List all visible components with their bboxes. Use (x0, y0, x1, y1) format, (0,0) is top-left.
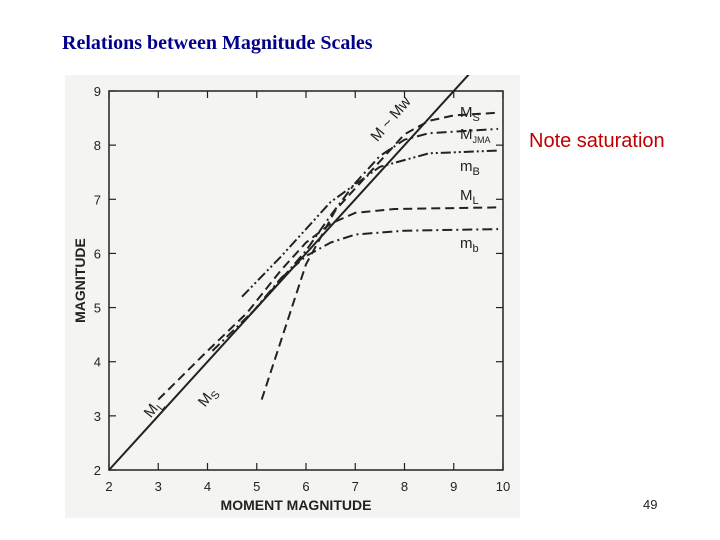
label-ms-lower: MS (195, 384, 223, 412)
note-saturation: Note saturation (529, 130, 665, 152)
x-tick-label: 3 (155, 479, 162, 494)
label-mjma-right: MJMA (460, 126, 491, 145)
y-tick-label: 4 (94, 355, 101, 370)
x-tick-label: 10 (496, 479, 510, 494)
x-tick-label: 6 (302, 479, 309, 494)
series-line-ml (157, 206, 499, 401)
label-m-mw: M ~ Mw (367, 93, 414, 145)
y-tick-label: 8 (94, 138, 101, 153)
plot-frame (108, 90, 504, 471)
label-mb-lower-right: mb (460, 235, 479, 255)
magnitude-chart: 2 3 4 5 6 7 8 9 10 2 3 4 5 6 7 8 9 MOMENT MAGNITUDE MAGNIT… (65, 75, 520, 518)
x-tick-label: 7 (352, 479, 359, 494)
x-tick-label: 5 (253, 479, 260, 494)
x-tick-label: 4 (204, 479, 211, 494)
y-tick-label: 6 (94, 246, 101, 261)
slide-title: Relations between Magnitude Scales (62, 32, 373, 54)
chart-svg: 2 3 4 5 6 7 8 9 10 2 3 4 5 6 7 8 9 MOMENT MAGNITUDE MAGNIT… (72, 75, 510, 513)
label-ml-right: ML (460, 187, 479, 207)
x-tick-label: 8 (401, 479, 408, 494)
label-ms-right: MS (460, 104, 480, 124)
x-tick-label: 2 (105, 479, 112, 494)
x-tick-label: 9 (450, 479, 457, 494)
y-tick-label: 3 (94, 409, 101, 424)
y-axis-title: MAGNITUDE (72, 238, 88, 323)
y-tick-label: 7 (94, 192, 101, 207)
series-line-mb (251, 228, 499, 314)
page-number: 49 (643, 497, 658, 512)
series-line-ms (260, 111, 499, 400)
series-line-mb (241, 149, 499, 298)
y-tick-label: 2 (94, 463, 101, 478)
y-tick-label: 5 (94, 301, 101, 316)
label-mb-upper-right: mB (460, 158, 480, 178)
label-ml-lower: ML (141, 396, 168, 423)
series-line-m-mw (108, 75, 470, 471)
x-axis-title: MOMENT MAGNITUDE (221, 497, 372, 513)
y-tick-label: 9 (94, 84, 101, 99)
series-line-mjma (211, 127, 499, 352)
